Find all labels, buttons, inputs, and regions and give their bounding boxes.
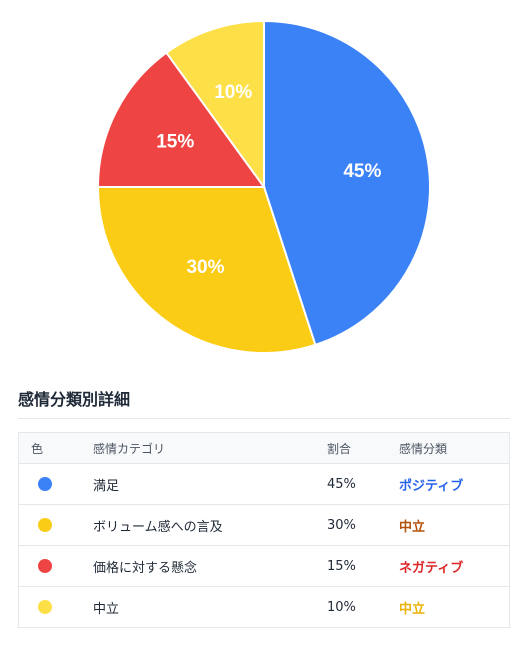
color-cell xyxy=(18,504,81,546)
color-dot-icon xyxy=(38,477,52,491)
color-dot-icon xyxy=(38,559,52,573)
ratio-cell: 10% xyxy=(327,599,356,615)
header-ratio: 割合 xyxy=(315,432,387,464)
classification-cell: 中立 xyxy=(399,601,426,617)
classification-cell: ポジティブ xyxy=(387,463,510,505)
classification-cell: 中立 xyxy=(387,504,510,546)
header-category: 感情カテゴリ xyxy=(81,432,315,464)
pie-slice-3 xyxy=(96,51,266,188)
category-cell: 満足 xyxy=(81,463,315,505)
table-row: 価格に対する懸念 15% ネガティブ xyxy=(18,545,510,587)
table-row: 満足 45% ポジティブ xyxy=(18,463,510,505)
pie-slice-4 xyxy=(165,19,265,191)
header-color: 色 xyxy=(18,432,81,464)
pie-slice-label-2: 30% xyxy=(186,257,224,278)
header-classification: 感情分類 xyxy=(387,432,510,464)
table-row: ボリューム感への言及 30% 中立 xyxy=(18,504,510,546)
ratio-cell: 15% xyxy=(315,545,387,587)
pie-slice-label-4: 10% xyxy=(214,82,252,103)
category-cell: ボリューム感への言及 xyxy=(81,504,315,546)
category-cell: 価格に対する懸念 xyxy=(81,545,315,587)
color-cell xyxy=(18,463,81,505)
color-cell xyxy=(19,587,82,628)
details-table: 色 感情カテゴリ 割合 感情分類 満足 45% ポジティブ ボリューム感への言及… xyxy=(18,432,510,628)
ratio-cell: 45% xyxy=(315,463,387,505)
color-dot-icon xyxy=(38,600,52,614)
classification-cell: ネガティブ xyxy=(387,545,510,587)
pie-slice-label-3: 15% xyxy=(156,131,194,152)
category-cell: 中立 xyxy=(93,601,120,617)
color-cell xyxy=(18,545,81,587)
pie-slice-2 xyxy=(96,186,317,354)
ratio-cell: 30% xyxy=(315,504,387,546)
pie-chart: 45% 30% 15% 10% xyxy=(96,19,431,354)
pie-chart-svg: 45% 30% 15% 10% xyxy=(96,19,431,354)
details-title: 感情分類別詳細 xyxy=(18,390,131,409)
pie-slice-1 xyxy=(263,19,431,347)
title-divider xyxy=(18,418,510,419)
table-header-row: 色 感情カテゴリ 割合 感情分類 xyxy=(18,432,510,464)
table-row: 中立 10% 中立 xyxy=(19,587,510,628)
pie-slice-label-1: 45% xyxy=(343,161,381,182)
color-dot-icon xyxy=(38,518,52,532)
